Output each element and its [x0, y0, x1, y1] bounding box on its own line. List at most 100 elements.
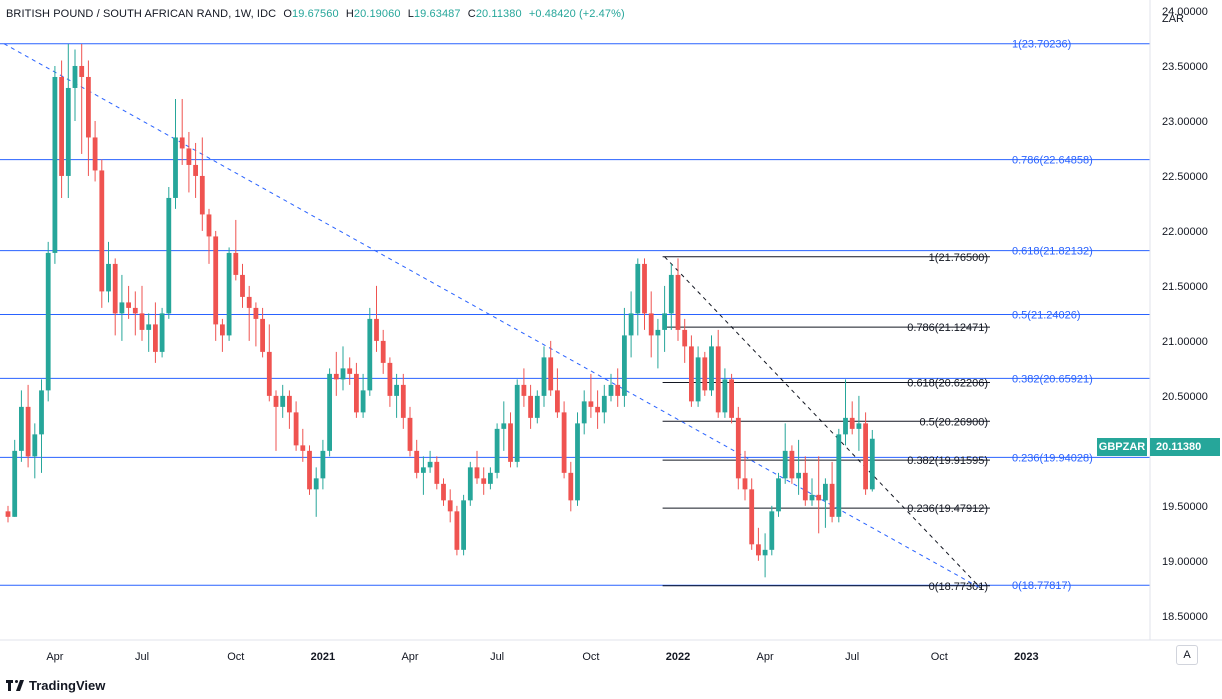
- price-tick-label: 21.00000: [1162, 336, 1208, 348]
- candle-body: [528, 395, 533, 418]
- time-tick-label: Apr: [401, 651, 418, 663]
- time-tick-label: Jul: [845, 651, 859, 663]
- candle-body: [347, 368, 353, 374]
- candle-body: [836, 434, 842, 517]
- candle-body: [132, 307, 138, 314]
- fib-blue-label: 0(18.77817): [1012, 580, 1071, 592]
- high-value: 20.19060: [353, 8, 401, 20]
- price-tick-label: 19.00000: [1162, 556, 1208, 568]
- candle-body: [434, 461, 440, 484]
- candle-body: [293, 412, 299, 446]
- brand-footer[interactable]: TradingView: [6, 678, 105, 693]
- candle-body: [508, 423, 513, 462]
- candle-body: [561, 412, 567, 473]
- candle-body: [588, 401, 594, 407]
- candle-body: [360, 390, 366, 413]
- candle-body: [72, 65, 78, 88]
- price-tick-label: 23.50000: [1162, 61, 1208, 73]
- time-tick-label: Jul: [490, 651, 504, 663]
- candle-body: [675, 274, 681, 330]
- candle-body: [421, 467, 426, 473]
- candle-body: [65, 87, 71, 176]
- candles: [5, 43, 875, 578]
- low-label: L: [407, 8, 414, 20]
- candle-body: [333, 373, 339, 380]
- candle-body: [816, 494, 822, 501]
- candle-body: [548, 357, 554, 391]
- candle-body: [5, 511, 11, 517]
- price-tick-label: 22.50000: [1162, 171, 1208, 183]
- fib-retracement-blue[interactable]: 1(23.70236) 0.786(22.64858) 0.618(21.82132…: [0, 39, 1150, 592]
- candle-body: [220, 324, 225, 336]
- candle-body: [481, 478, 487, 484]
- candle-body: [39, 390, 44, 435]
- currency-label: ZAR: [1162, 13, 1184, 25]
- candle-body: [749, 489, 755, 545]
- candle-body: [689, 346, 694, 402]
- candle-body: [702, 357, 708, 391]
- candle-body: [695, 357, 701, 402]
- candle-body: [266, 351, 272, 396]
- auto-scale-button[interactable]: A: [1176, 645, 1198, 665]
- candle-body: [447, 500, 453, 512]
- candle-body: [668, 274, 674, 314]
- candle-body: [521, 384, 527, 396]
- high-label: H: [345, 8, 354, 20]
- candle-body: [86, 76, 91, 138]
- candle-body: [374, 318, 379, 341]
- candle-body: [742, 478, 748, 490]
- brand-name: TradingView: [29, 678, 106, 693]
- candle-body: [635, 263, 641, 314]
- candle-body: [99, 170, 105, 292]
- price-axis[interactable]: 18.5000019.0000019.5000020.0000020.50000…: [1162, 6, 1208, 623]
- candle-body: [581, 401, 587, 424]
- candle-body: [628, 313, 634, 336]
- candle-body: [682, 329, 688, 347]
- candle-body: [367, 318, 373, 391]
- candle-body: [474, 467, 480, 479]
- candle-body: [454, 511, 460, 550]
- open-value: 19.67560: [291, 8, 339, 20]
- candle-body: [488, 472, 493, 484]
- tradingview-logo-icon: [6, 680, 25, 691]
- candle-body: [568, 472, 574, 501]
- candle-body: [92, 137, 98, 171]
- candle-body: [233, 252, 239, 275]
- time-axis[interactable]: Apr Jul Oct 2021 Apr Jul Oct 2022 Apr Jul Oct 2023: [46, 651, 1038, 663]
- candle-body: [735, 417, 741, 479]
- candle-body: [809, 494, 815, 501]
- candle-body: [796, 472, 801, 479]
- candle-body: [79, 65, 85, 77]
- candle-body: [655, 329, 661, 336]
- fib-blue-label: 0.5(21.24026): [1012, 309, 1081, 321]
- candle-body: [106, 263, 111, 292]
- fib-blue-label: 0.382(20.65921): [1012, 373, 1093, 385]
- candle-body: [166, 197, 172, 314]
- candle-body: [648, 313, 654, 336]
- open-label: O: [283, 8, 292, 20]
- candle-body: [45, 252, 51, 391]
- candle-body: [789, 450, 795, 479]
- candle-body: [782, 450, 788, 479]
- candle-body: [199, 175, 205, 215]
- candle-body: [25, 406, 31, 457]
- fib-black-label: 0.5(20.26900): [920, 416, 989, 428]
- candle-body: [729, 379, 734, 418]
- fib-black-label: 0(18.77301): [929, 581, 988, 593]
- low-value: 19.63487: [413, 8, 461, 20]
- time-tick-label: 2021: [311, 651, 335, 663]
- candle-body: [715, 346, 721, 413]
- candle-body: [32, 434, 38, 457]
- candle-body: [179, 137, 185, 149]
- fib-black-label: 1(21.76500): [929, 252, 988, 264]
- candle-body: [126, 302, 131, 308]
- candle-body: [756, 544, 761, 556]
- time-tick-label: Oct: [931, 651, 948, 663]
- fib-blue-label: 0.618(21.82132): [1012, 246, 1093, 258]
- candle-body: [849, 417, 855, 429]
- candle-body: [12, 450, 18, 517]
- candle-body: [595, 406, 600, 413]
- candle-body: [427, 461, 433, 468]
- close-label: C: [467, 8, 476, 20]
